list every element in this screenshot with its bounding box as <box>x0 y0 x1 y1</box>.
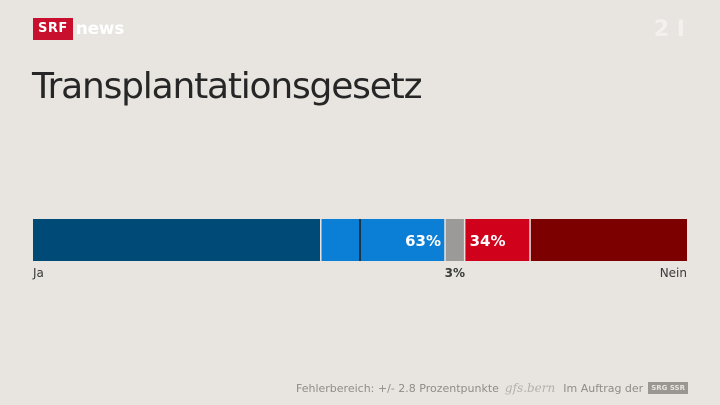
chart-title: Transplantationsgesetz <box>32 66 422 107</box>
bar-segment-1 <box>33 219 321 261</box>
undecided-label: 3% <box>445 266 465 280</box>
srf-logo: SRF <box>33 18 73 40</box>
error-margin-text: Fehlerbereich: +/- 2.8 Prozentpunkte <box>295 381 499 395</box>
ja-total-label: 63% <box>405 232 441 250</box>
nein-axis-label: Nein <box>660 266 687 280</box>
srg-ssr-logo: SRG SSR <box>648 382 688 394</box>
srf-news-logo: SRF news <box>33 18 124 40</box>
bar-segment-4 <box>465 219 530 261</box>
bar-segment-2 <box>321 219 445 261</box>
nein-total-label: 34% <box>470 232 506 250</box>
footer: Fehlerbereich: +/- 2.8 Prozentpunkte gfs… <box>296 381 688 395</box>
news-wordmark: news <box>75 19 125 39</box>
gfs-bern-logo: gfs.bern <box>504 381 556 395</box>
bar-segment-5 <box>530 219 687 261</box>
bar-segment-3 <box>445 219 464 261</box>
commissioned-text: Im Auftrag der <box>563 381 644 395</box>
ja-axis-label: Ja <box>32 266 44 280</box>
corner-watermark: 2 I <box>653 17 685 42</box>
